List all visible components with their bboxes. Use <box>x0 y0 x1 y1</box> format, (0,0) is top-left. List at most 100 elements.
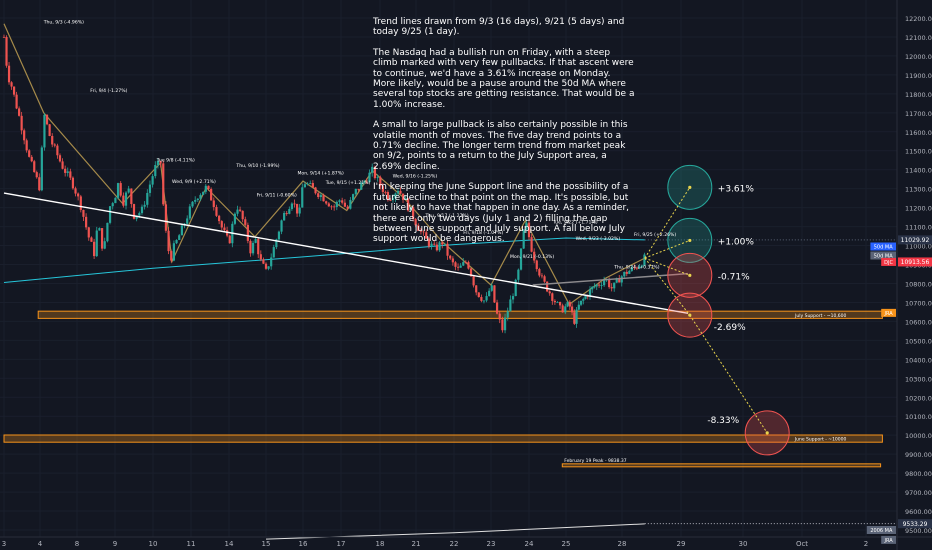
candle-body <box>164 204 168 231</box>
y-tick-label: 10200.00 <box>905 394 932 402</box>
projection-arrow <box>689 314 768 434</box>
y-tick-label: 11200.00 <box>905 205 932 213</box>
daily-change-label: Fri, 9/18 (-1.07%) <box>463 230 503 236</box>
candle-body <box>154 165 157 177</box>
candle-body <box>511 296 515 300</box>
axis-tag-box <box>870 251 896 260</box>
x-tick-label: 16 <box>299 540 308 548</box>
candle-body <box>425 232 428 239</box>
support-zone <box>37 310 883 319</box>
candle-body <box>53 144 56 146</box>
y-tick-label: 12200.00 <box>905 15 932 23</box>
axis-tag-box <box>881 257 896 266</box>
candle-body <box>246 224 249 241</box>
candle-body <box>239 209 242 211</box>
x-tick-label: 2 <box>864 540 868 548</box>
price-label-text: 11029.92 <box>901 237 930 244</box>
candle-body <box>525 222 528 230</box>
candle-body <box>135 215 138 219</box>
candle-body <box>360 182 363 190</box>
candle-body <box>573 312 576 324</box>
candle-body <box>427 238 431 247</box>
candle-body <box>553 300 556 303</box>
candle-body <box>5 37 8 66</box>
candle-body <box>454 262 457 267</box>
candle-body <box>485 296 488 301</box>
candle-body <box>111 203 114 207</box>
candle-body <box>575 309 578 324</box>
candle-body <box>140 206 144 214</box>
candle-body <box>77 193 80 197</box>
y-tick-label: 11500.00 <box>905 148 932 156</box>
candle-body <box>564 306 567 313</box>
candle-body <box>514 279 517 297</box>
support-zone <box>561 463 882 468</box>
candle-body <box>579 300 583 305</box>
candle-body <box>493 285 496 303</box>
y-tick-label: 11300.00 <box>905 186 932 194</box>
candle-body <box>132 204 136 219</box>
candle-body <box>417 225 420 231</box>
candle-body <box>10 82 13 87</box>
candle-body <box>215 207 218 216</box>
candle-body <box>519 248 523 270</box>
y-tick-label: 11100.00 <box>905 224 932 232</box>
candle-body <box>204 185 207 192</box>
x-tick-label: 9 <box>113 540 117 548</box>
candle-body <box>51 135 54 145</box>
grid <box>0 0 897 537</box>
projections: +3.61% +1.00% -0.71% -2.69% -8.33% <box>644 164 790 456</box>
candle-body <box>341 200 344 203</box>
x-tick-label: 17 <box>337 540 346 548</box>
candle-body <box>394 193 397 199</box>
candle-body <box>12 86 16 95</box>
daily-labels: Thu, 9/3 (-4.96%) Fri, 9/4 (-1.27%) Tue 9/… <box>43 20 677 271</box>
axis-tag-text: 2006 MA <box>870 528 893 534</box>
candle-body <box>249 240 252 254</box>
candle-body <box>480 297 483 301</box>
projection-arrow <box>644 187 691 259</box>
candle-body <box>162 163 165 205</box>
candle-body <box>635 267 638 269</box>
candle-body <box>309 183 312 184</box>
candle-body <box>25 140 28 151</box>
candle-body <box>357 188 360 190</box>
y-tick-label: 10100.00 <box>905 413 932 421</box>
daily-change-label: Wed, 9/9 (+2.71%) <box>172 179 216 185</box>
candle-body <box>251 242 255 254</box>
candle-body <box>85 216 88 228</box>
axis-tag-box <box>866 526 896 534</box>
candle-body <box>322 195 325 202</box>
candle-body <box>623 271 626 277</box>
candle-body <box>172 243 175 261</box>
candle-body <box>159 160 162 164</box>
projection-arrow <box>644 257 691 316</box>
candle-body <box>306 183 309 185</box>
candle-body <box>146 192 149 205</box>
candle-body <box>175 239 178 244</box>
candle-body <box>506 311 509 318</box>
candle-body <box>56 145 59 156</box>
candle-body <box>325 201 328 204</box>
projection-arrow <box>644 239 690 259</box>
candle-body <box>178 235 181 240</box>
candle-body <box>90 237 93 242</box>
projection-label: -0.71% <box>718 272 750 282</box>
candle-body <box>414 219 417 226</box>
candle-body <box>548 291 551 294</box>
candle-body <box>199 194 202 199</box>
candle-body <box>241 210 244 220</box>
candle-body <box>625 271 628 274</box>
candle-body <box>540 275 544 277</box>
candle-body <box>608 279 611 288</box>
candle-body <box>212 200 215 208</box>
daily-change-label: Fri, 9/11 (-0.60%) <box>257 192 297 198</box>
candle-body <box>443 243 446 245</box>
candle-body <box>244 219 247 225</box>
candle-body <box>277 231 281 240</box>
candle-body <box>618 278 621 283</box>
candle-body <box>130 188 133 205</box>
candle-body <box>119 183 122 196</box>
x-tick-label: 14 <box>225 540 234 548</box>
